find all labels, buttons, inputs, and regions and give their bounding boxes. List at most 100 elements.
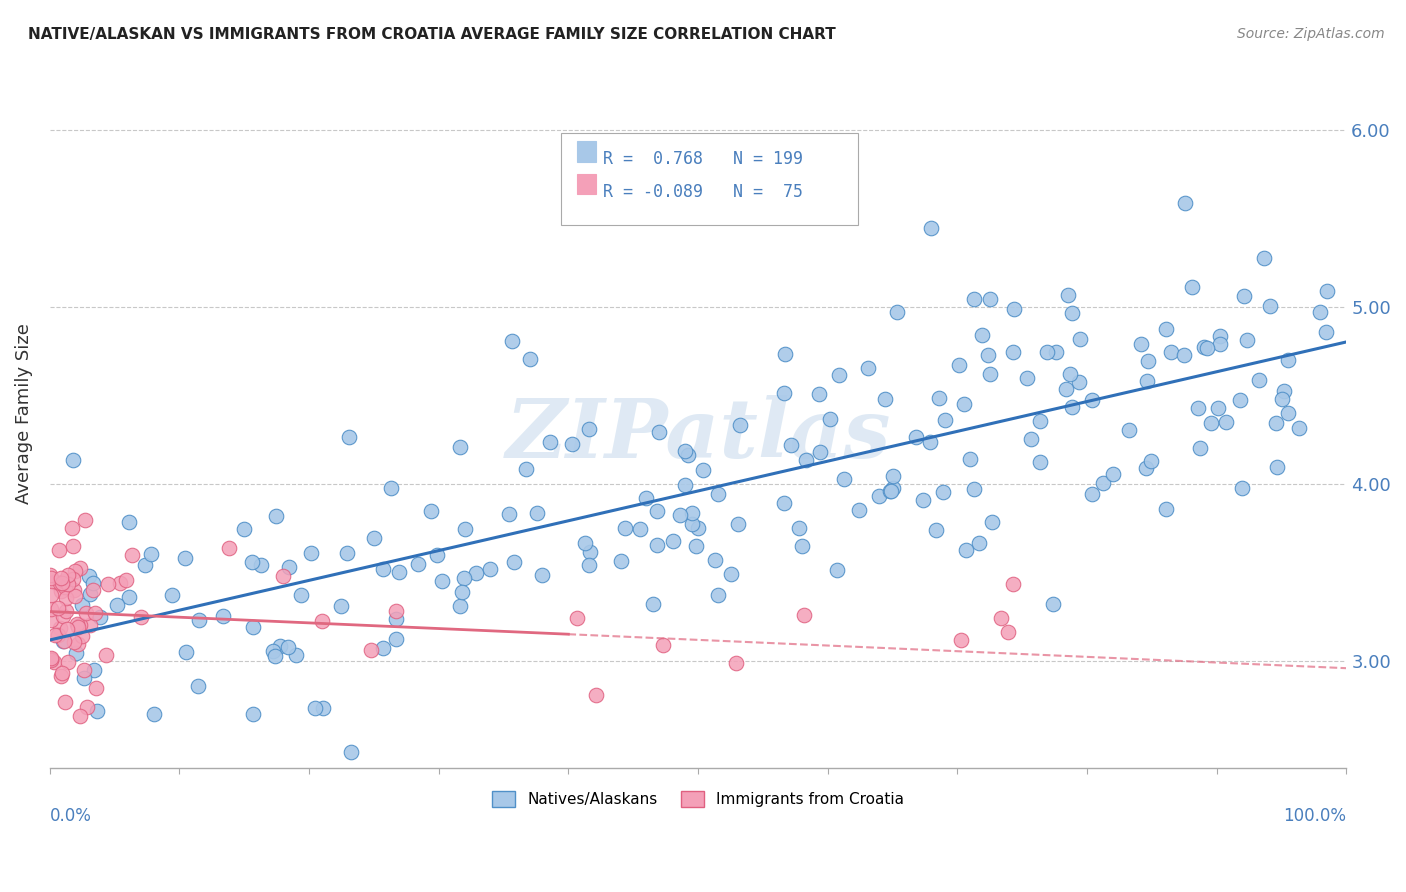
Point — [911, 492, 934, 507]
Point — [880, 483, 903, 498]
Point — [83, 663, 105, 677]
Point — [46, 628, 69, 642]
Point — [176, 645, 198, 659]
Point — [62, 572, 84, 586]
Point — [1236, 333, 1258, 347]
Point — [636, 491, 658, 505]
Point — [69, 617, 91, 632]
Point — [58, 567, 80, 582]
Point — [465, 566, 488, 580]
Point — [53, 695, 76, 709]
Text: R =  0.768   N = 199: R = 0.768 N = 199 — [603, 151, 803, 169]
Point — [69, 709, 91, 723]
Point — [574, 535, 596, 549]
Point — [848, 503, 870, 517]
Point — [79, 587, 101, 601]
Point — [1036, 344, 1059, 359]
Point — [948, 358, 970, 372]
Point — [1028, 455, 1050, 469]
Point — [858, 360, 880, 375]
Point — [920, 220, 942, 235]
Point — [160, 588, 183, 602]
Point — [1209, 337, 1232, 351]
Point — [1264, 416, 1286, 430]
Point — [1060, 400, 1083, 414]
Point — [882, 468, 904, 483]
Point — [1199, 416, 1222, 430]
Point — [66, 620, 89, 634]
Point — [1215, 415, 1237, 429]
Point — [955, 542, 977, 557]
Point — [1140, 453, 1163, 467]
Point — [73, 513, 96, 527]
Point — [1309, 305, 1331, 319]
Point — [676, 448, 699, 462]
Point — [187, 679, 209, 693]
Point — [662, 533, 685, 548]
Point — [1135, 461, 1157, 475]
Point — [990, 611, 1012, 625]
Point — [1067, 376, 1090, 390]
Point — [1277, 353, 1299, 368]
Point — [337, 430, 360, 444]
Point — [645, 538, 668, 552]
Point — [373, 562, 395, 576]
Point — [648, 425, 671, 439]
Point — [724, 657, 747, 671]
Point — [981, 515, 1004, 529]
Point — [52, 634, 75, 648]
Point — [62, 635, 84, 649]
Point — [727, 517, 749, 532]
Point — [1195, 341, 1218, 355]
Point — [1206, 401, 1229, 416]
Point — [578, 422, 600, 436]
Point — [503, 555, 526, 569]
Point — [1042, 597, 1064, 611]
Point — [934, 413, 956, 427]
Point — [311, 614, 333, 628]
Point — [218, 541, 240, 555]
Text: NATIVE/ALASKAN VS IMMIGRANTS FROM CROATIA AVERAGE FAMILY SIZE CORRELATION CHART: NATIVE/ALASKAN VS IMMIGRANTS FROM CROATI… — [28, 27, 837, 42]
Point — [49, 571, 72, 585]
Point — [613, 521, 636, 535]
Point — [673, 444, 696, 458]
Point — [1249, 373, 1271, 387]
Point — [997, 624, 1019, 639]
Point — [967, 536, 990, 550]
Point — [63, 582, 86, 597]
Point — [1081, 393, 1104, 408]
Point — [121, 548, 143, 562]
Point — [39, 652, 62, 666]
Point — [1154, 501, 1177, 516]
Point — [70, 629, 93, 643]
Point — [118, 590, 141, 604]
Point — [360, 643, 382, 657]
Point — [681, 506, 703, 520]
Point — [86, 704, 108, 718]
Point — [89, 609, 111, 624]
Point — [51, 576, 73, 591]
Point — [720, 566, 742, 581]
Point — [963, 293, 986, 307]
Point — [1173, 348, 1195, 362]
Point — [773, 347, 796, 361]
Point — [277, 560, 299, 574]
Point — [1028, 414, 1050, 428]
Point — [1258, 299, 1281, 313]
Point — [42, 575, 65, 590]
Point — [868, 489, 890, 503]
Point — [250, 558, 273, 572]
Point — [52, 634, 75, 648]
Point — [669, 508, 692, 522]
Point — [79, 618, 101, 632]
Point — [432, 574, 454, 589]
Point — [810, 444, 832, 458]
Point — [478, 562, 501, 576]
Point — [579, 544, 602, 558]
Point — [1209, 328, 1232, 343]
Point — [1230, 481, 1253, 495]
Point — [339, 745, 361, 759]
Point — [39, 589, 62, 603]
Point — [1062, 306, 1084, 320]
Point — [277, 640, 299, 655]
